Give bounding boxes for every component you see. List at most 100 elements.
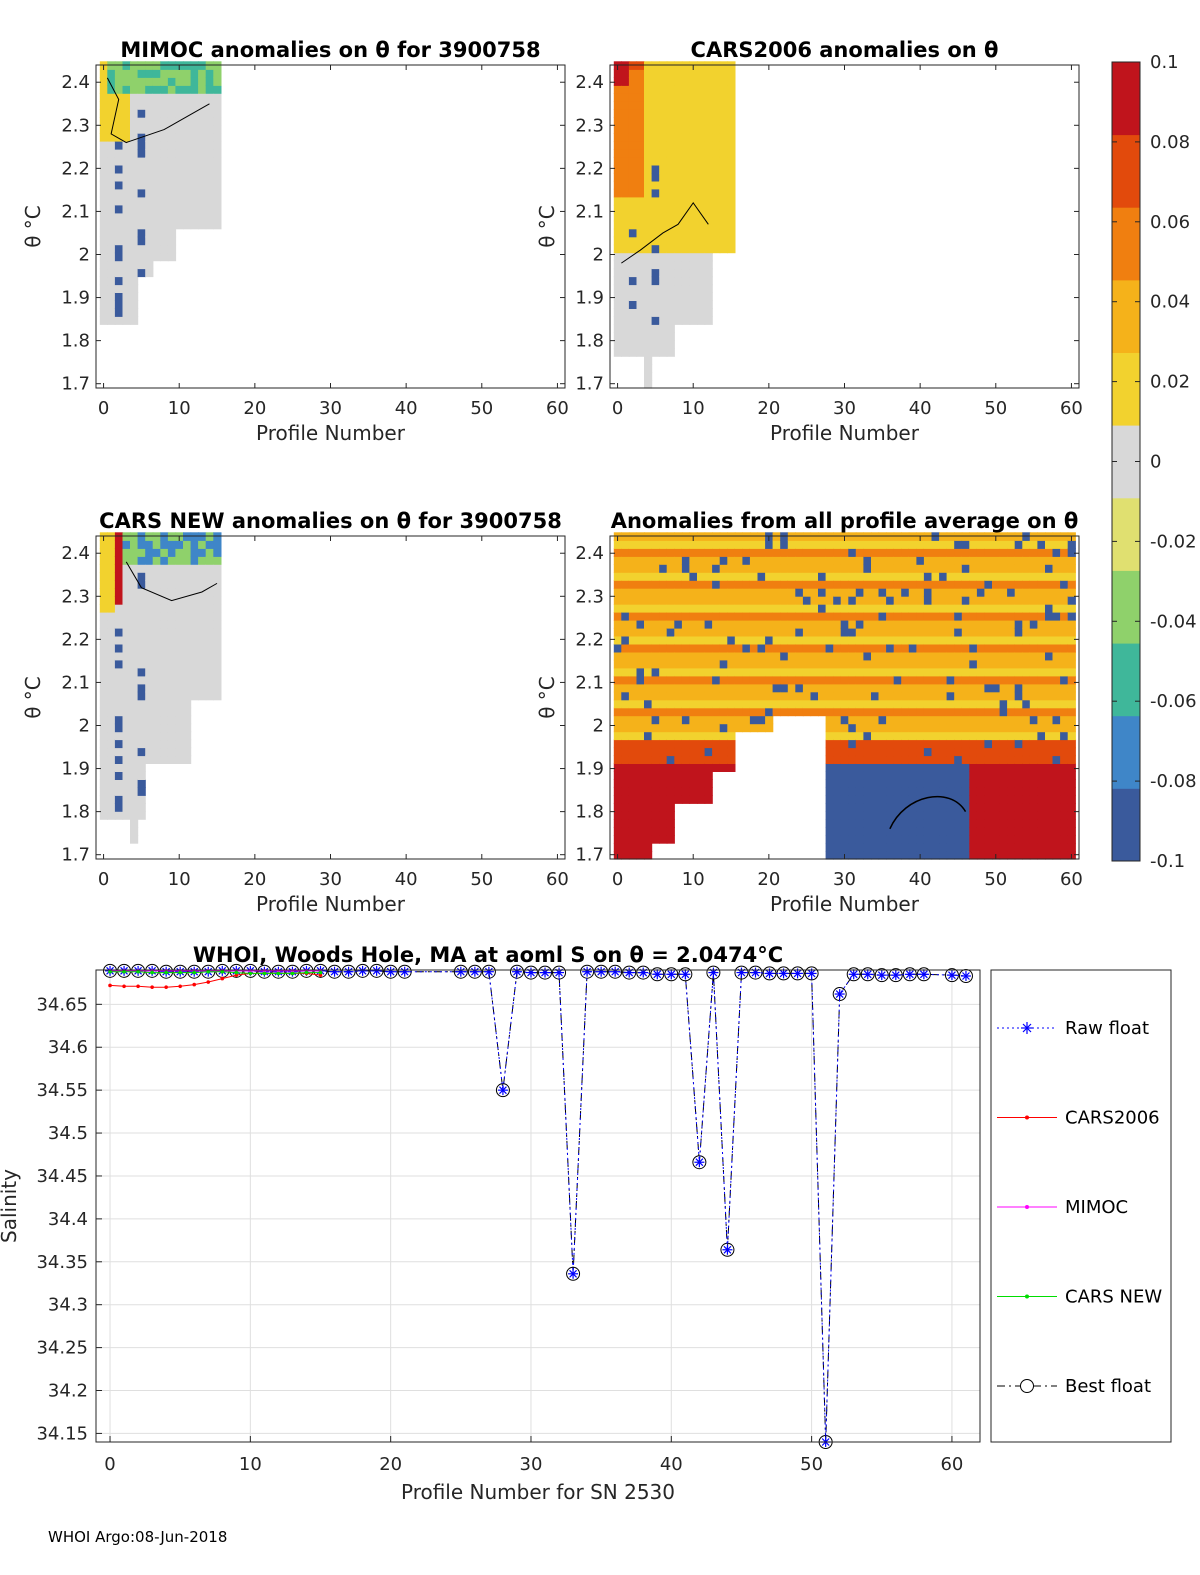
heatmap-cell [628,739,638,749]
heatmap-cell [160,156,169,166]
heatmap-cell [1007,739,1016,749]
heatmap-cell [145,125,154,134]
heatmap-cell [939,643,948,653]
heatmap-cell [810,643,819,653]
heatmap-cell [1022,835,1031,844]
heatmap-cell [613,612,622,621]
heatmap-cell [848,659,857,669]
heatmap-cell [893,675,902,685]
data-point [329,966,340,977]
heatmap-cell [681,675,691,685]
heatmap-cell [901,819,910,828]
heatmap-cell [659,779,668,788]
heatmap-cell [122,548,131,557]
y-axis-label: θ °C [535,676,559,719]
heatmap-cell [946,659,955,669]
heatmap-cell [1037,731,1046,741]
heatmap-cell [107,532,116,541]
heatmap-cell [681,715,691,725]
heatmap-cell [107,548,116,557]
heatmap-cell [704,699,713,709]
heatmap-cell [931,540,940,549]
heatmap-cell [939,835,948,844]
heatmap-cell [795,596,804,605]
heatmap-cell [152,659,161,669]
heatmap-cell [961,627,970,637]
colorbar-segment [1112,207,1140,281]
heatmap-cell [893,659,902,669]
heatmap-cell [175,731,184,741]
heatmap-cell [644,827,653,836]
heatmap-cell [651,308,660,317]
heatmap-cell [666,620,675,629]
heatmap-cell [916,612,925,621]
y-axis-label: θ °C [21,676,45,719]
heatmap-cell [130,260,139,270]
heatmap-cell [757,548,766,557]
heatmap-cell [697,101,706,110]
heatmap-cell [749,596,759,605]
heatmap-cell [1045,675,1054,685]
heatmap-cell [1045,715,1054,725]
heatmap-cell [659,715,668,725]
heatmap-cell [719,596,728,605]
heatmap-cell [719,667,728,677]
heatmap-cell [939,596,948,605]
heatmap-cell [908,596,917,605]
heatmap-cell [213,117,222,126]
heatmap-cell [628,715,638,725]
heatmap-cell [1007,532,1016,541]
heatmap-cell [840,635,849,645]
data-point [122,984,126,989]
heatmap-cell [1014,731,1023,741]
heatmap-cell [734,612,743,621]
heatmap-cell [840,699,849,709]
heatmap-cell [130,699,139,709]
heatmap-cell [130,612,139,621]
heatmap-cell [99,612,108,621]
heatmap-cell [863,787,872,796]
heatmap-cell [137,643,146,653]
heatmap-cell [205,188,214,198]
heatmap-cell [908,588,917,597]
colorbar-segment [1112,715,1140,789]
heatmap-cell [160,635,169,645]
y-tick-label: 2.3 [61,586,90,607]
heatmap-cell [621,228,630,238]
heatmap-cell [863,659,872,669]
heatmap-cell [999,723,1008,733]
heatmap-cell [780,588,789,597]
heatmap-cell [145,572,154,581]
heatmap-cell [734,707,743,717]
heatmap-cell [939,572,948,581]
heatmap-cell [878,763,887,772]
heatmap-cell [976,795,986,804]
heatmap-cell [122,588,131,597]
heatmap-cell [1029,627,1038,637]
heatmap-cell [628,532,638,541]
heatmap-cell [107,188,116,198]
heatmap-cell [205,141,214,150]
heatmap-cell [190,141,199,150]
heatmap-cell [613,540,622,549]
heatmap-cell [908,556,917,565]
heatmap-cell [160,149,169,158]
panel-salinity-timeseries: 0 10 20 30 40 50 6034.1534.234.2534.334.3534.4… [0,943,1172,1504]
heatmap-cell [621,109,630,118]
heatmap-cell [976,691,986,701]
heatmap-cell [175,699,184,709]
heatmap-cell [689,125,698,134]
heatmap-cell [984,691,993,701]
heatmap-cell [893,651,902,661]
heatmap-cell [644,819,653,828]
heatmap-cell [114,723,124,733]
heatmap-cell [757,540,766,549]
heatmap-cell [613,707,622,717]
heatmap-cell [848,667,857,677]
heatmap-cell [719,715,728,725]
heatmap-cell [719,588,728,597]
heatmap-cell [969,604,978,613]
heatmap-cell [704,300,713,309]
panel-cars-new-anomalies: 0 10 20 30 40 50 601.71.81.922.12.22.32.4CARS … [21,509,569,916]
y-tick-label: 1.7 [61,374,90,395]
